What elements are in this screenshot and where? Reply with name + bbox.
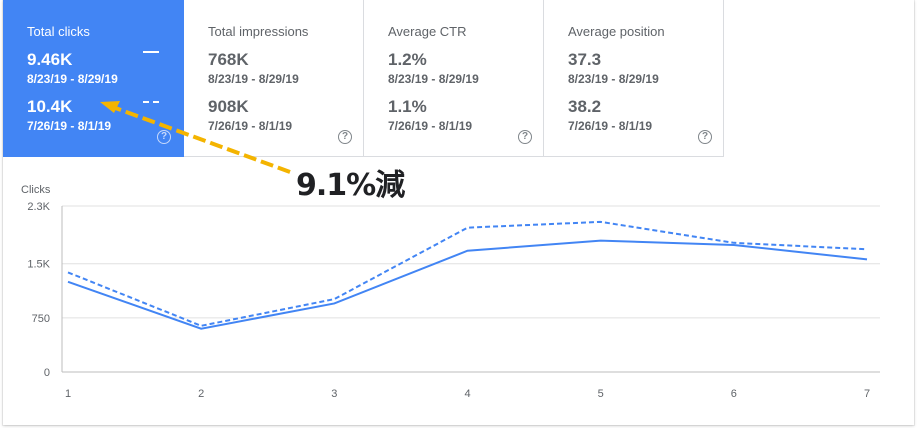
- y-tick-label: 2.3K: [27, 201, 50, 213]
- annotation-arrow-line: [109, 104, 291, 174]
- card-total-clicks[interactable]: Total clicks 9.46K 8/23/19 - 8/29/19 10.…: [3, 0, 184, 157]
- card-range-previous: 7/26/19 - 8/1/19: [388, 119, 473, 133]
- x-tick-label: 4: [464, 388, 470, 400]
- card-total-impressions[interactable]: Total impressions 768K 8/23/19 - 8/29/19…: [184, 0, 364, 157]
- card-title: Average position: [568, 24, 665, 39]
- card-value-previous: 38.2: [568, 97, 602, 116]
- y-tick-label: 750: [32, 313, 50, 325]
- card-title: Average CTR: [388, 24, 467, 39]
- card-average-position[interactable]: Average position 37.3 8/23/19 - 8/29/19 …: [544, 0, 724, 157]
- card-average-ctr[interactable]: Average CTR 1.2% 8/23/19 - 8/29/19 1.1% …: [364, 0, 544, 157]
- x-tick-label: 5: [598, 388, 604, 400]
- x-tick-label: 3: [331, 388, 337, 400]
- x-tick-label: 7: [864, 388, 870, 400]
- card-value-current: 9.46K: [27, 50, 73, 69]
- card-range-previous: 7/26/19 - 8/1/19: [568, 119, 653, 133]
- x-tick-label: 2: [198, 388, 204, 400]
- card-range-current: 8/23/19 - 8/29/19: [388, 72, 479, 86]
- annotation-label: 9.1%減: [296, 168, 405, 203]
- annotation-arrowhead-icon: [100, 101, 120, 113]
- x-tick-label: 1: [65, 388, 71, 400]
- card-title: Total clicks: [27, 24, 90, 39]
- card-range-current: 8/23/19 - 8/29/19: [568, 72, 659, 86]
- card-title: Total impressions: [208, 24, 309, 39]
- y-tick-label: 1.5K: [27, 259, 50, 271]
- card-value-previous: 1.1%: [388, 97, 427, 116]
- card-value-previous: 10.4K: [27, 97, 73, 116]
- card-range-previous: 7/26/19 - 8/1/19: [27, 119, 112, 133]
- card-range-current: 8/23/19 - 8/29/19: [27, 72, 118, 86]
- series-line-current: [67, 239, 868, 330]
- help-icon[interactable]: ?: [338, 130, 352, 144]
- series-line-previous: [67, 220, 868, 327]
- x-tick-label: 6: [731, 388, 737, 400]
- card-value-current: 1.2%: [388, 50, 427, 69]
- help-icon[interactable]: ?: [518, 130, 532, 144]
- card-value-current: 37.3: [568, 50, 602, 69]
- y-tick-label: 0: [44, 367, 50, 379]
- card-value-current: 768K: [208, 50, 249, 69]
- legend-solid-line-icon: [143, 51, 159, 53]
- y-axis-title: Clicks: [21, 184, 51, 196]
- help-icon[interactable]: ?: [157, 130, 171, 144]
- card-range-current: 8/23/19 - 8/29/19: [208, 72, 299, 86]
- card-value-previous: 908K: [208, 97, 249, 116]
- legend-dashed-line-icon: [143, 101, 159, 103]
- help-icon[interactable]: ?: [698, 130, 712, 144]
- card-range-previous: 7/26/19 - 8/1/19: [208, 119, 293, 133]
